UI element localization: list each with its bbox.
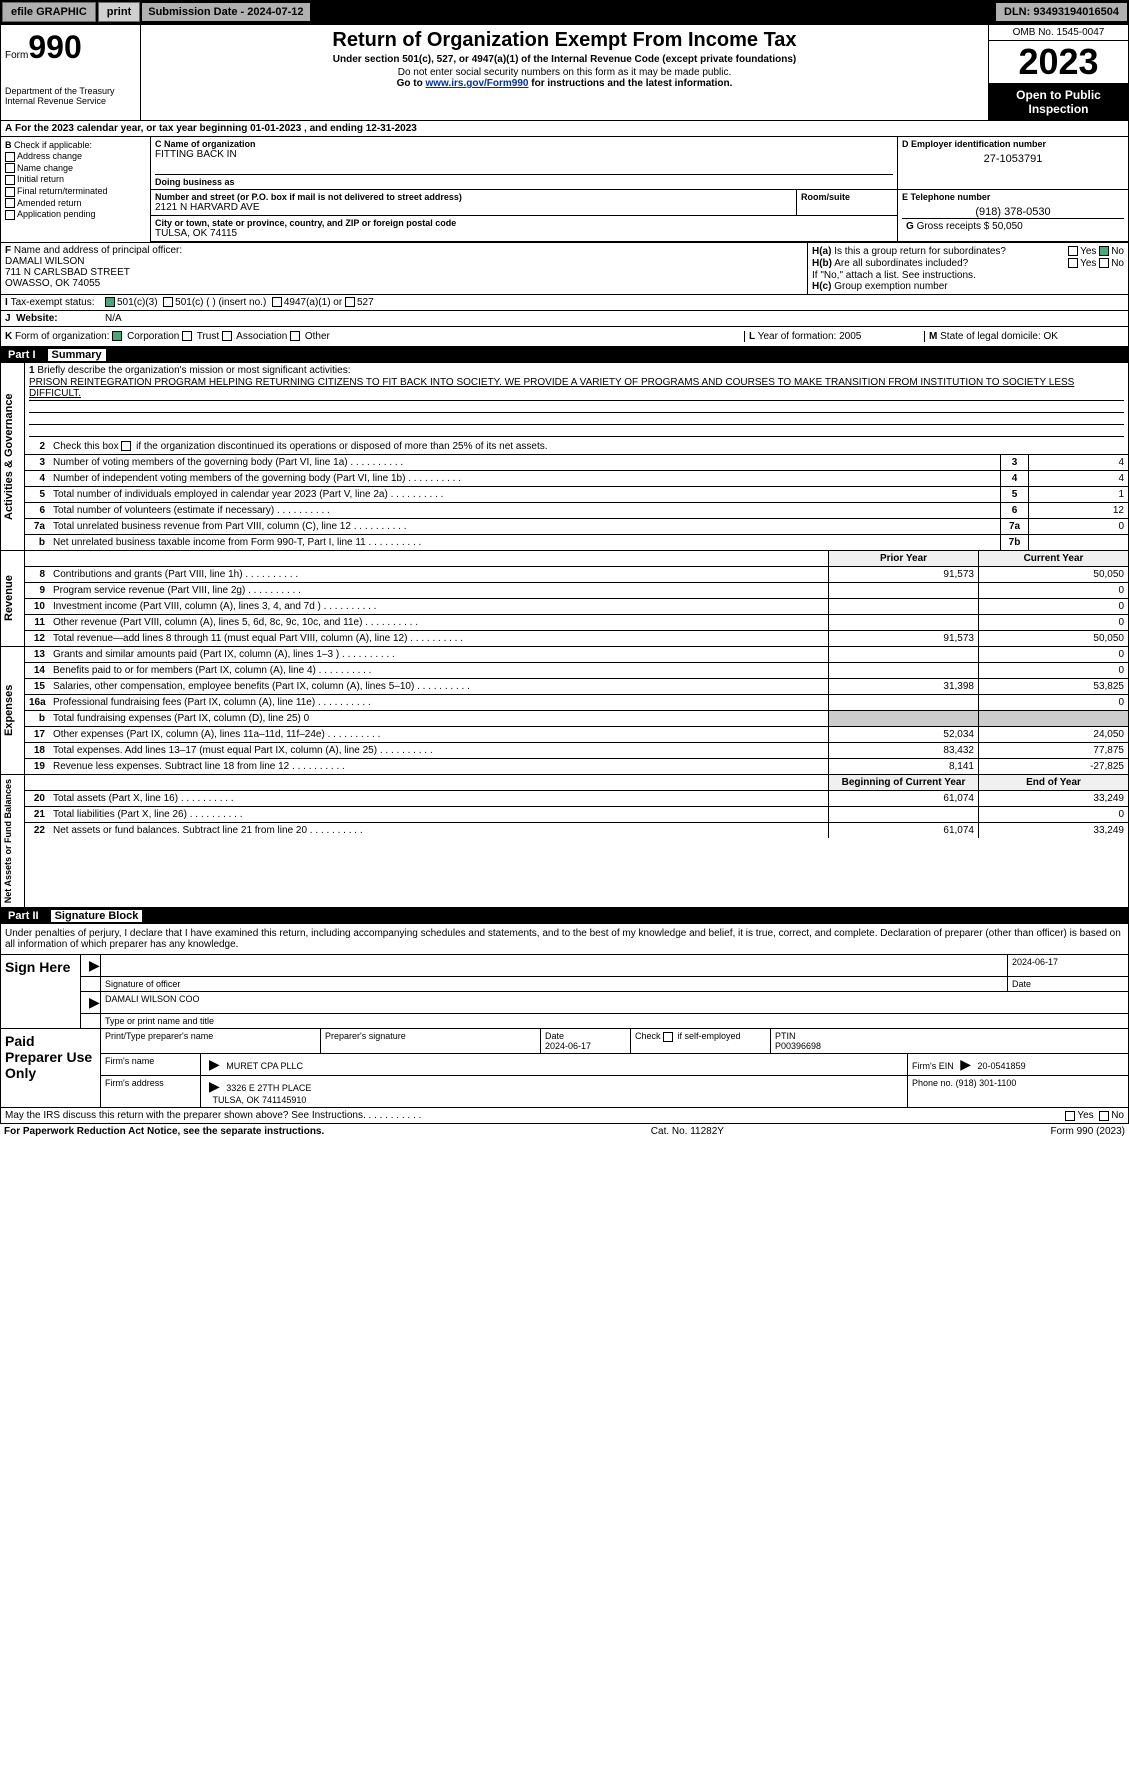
form-header: Form990 Department of the Treasury Inter… [0,24,1129,121]
line-17: 17 Other expenses (Part IX, column (A), … [25,727,1128,743]
form-title: Return of Organization Exempt From Incom… [145,29,984,52]
check-ha-yes[interactable] [1068,246,1078,256]
check-hb-yes[interactable] [1068,258,1078,268]
check-4947[interactable] [272,297,282,307]
form-label: Form [5,50,28,61]
line-9: 9 Program service revenue (Part VIII, li… [25,583,1128,599]
line-19: 19 Revenue less expenses. Subtract line … [25,759,1128,774]
section-expenses: Expenses [1,647,25,774]
check-ha-no[interactable] [1099,246,1109,256]
line-10: 10 Investment income (Part VIII, column … [25,599,1128,615]
line-7a: 7a Total unrelated business revenue from… [25,519,1128,535]
check-association[interactable] [222,331,232,341]
box-k-form-org: K Form of organization: Corporation Trus… [5,331,744,342]
box-f-officer: F Name and address of principal officer:… [1,243,808,294]
box-b: B Check if applicable: Address change Na… [1,137,151,242]
check-discuss-no[interactable] [1099,1111,1109,1121]
form-subtitle-2: Do not enter social security numbers on … [145,67,984,78]
line-20: 20 Total assets (Part X, line 16) 61,074… [25,791,1128,807]
omb-number: OMB No. 1545-0047 [989,25,1128,41]
check-amended-return[interactable] [5,198,15,208]
check-final-return[interactable] [5,187,15,197]
irs-link[interactable]: www.irs.gov/Form990 [425,78,528,89]
line-15: 15 Salaries, other compensation, employe… [25,679,1128,695]
check-501c[interactable] [163,297,173,307]
line-2: 2 Check this box if the organization dis… [25,439,1128,455]
paid-preparer-block: Paid Preparer Use Only Print/Type prepar… [0,1029,1129,1108]
check-initial-return[interactable] [5,175,15,185]
check-trust[interactable] [182,331,192,341]
topbar: efile GRAPHIC print Submission Date - 20… [0,0,1129,24]
box-i-status: I Tax-exempt status: 501(c)(3) 501(c) ( … [1,295,1128,311]
box-h: H(a) Is this a group return for subordin… [808,243,1128,294]
line-13: 13 Grants and similar amounts paid (Part… [25,647,1128,663]
line-22: 22 Net assets or fund balances. Subtract… [25,823,1128,838]
efile-button[interactable]: efile GRAPHIC [2,2,96,22]
check-527[interactable] [345,297,355,307]
revenue-header: Prior Year Current Year [25,551,1128,567]
check-address-change[interactable] [5,152,15,162]
form-subtitle-3: Go to www.irs.gov/Form990 for instructio… [145,78,984,89]
box-d-ein: D Employer identification number 27-1053… [898,137,1128,189]
check-name-change[interactable] [5,163,15,173]
part-2-header: Part II Signature Block [0,908,1129,924]
check-self-employed[interactable] [663,1032,673,1042]
box-c-city: City or town, state or province, country… [151,216,897,241]
line-b: b Total fundraising expenses (Part IX, c… [25,711,1128,727]
officer-name: DAMALI WILSON COO [101,992,1128,1013]
line-1-mission: 1 Briefly describe the organization's mi… [25,363,1128,439]
line-a: A For the 2023 calendar year, or tax yea… [0,121,1129,137]
tax-year: 2023 [989,41,1128,84]
arrow-icon: ▶ [956,1056,975,1072]
dln-label: DLN: 93493194016504 [996,3,1127,21]
box-c-name: C Name of organization FITTING BACK IN D… [151,137,898,189]
line-21: 21 Total liabilities (Part X, line 26) 0 [25,807,1128,823]
section-revenue: Revenue [1,551,25,646]
section-activities-governance: Activities & Governance [1,363,25,550]
net-header: Beginning of Current Year End of Year [25,775,1128,791]
check-line2[interactable] [121,441,131,451]
page-footer: For Paperwork Reduction Act Notice, see … [0,1124,1129,1139]
line-18: 18 Total expenses. Add lines 13–17 (must… [25,743,1128,759]
dept-label: Department of the Treasury Internal Reve… [5,86,136,106]
line-6: 6 Total number of volunteers (estimate i… [25,503,1128,519]
signature-intro: Under penalties of perjury, I declare th… [0,924,1129,955]
box-e-telephone: E Telephone number (918) 378-0530 [902,192,1124,218]
line-8: 8 Contributions and grants (Part VIII, l… [25,567,1128,583]
box-j-website: J Website: N/A [1,311,1128,326]
line-12: 12 Total revenue—add lines 8 through 11 … [25,631,1128,646]
arrow-icon: ▶ [205,1056,224,1072]
check-discuss-yes[interactable] [1065,1111,1075,1121]
arrow-icon: ▶ [205,1078,224,1094]
part-1-header: Part I Summary [0,347,1129,363]
form-subtitle-1: Under section 501(c), 527, or 4947(a)(1)… [145,54,984,65]
box-m-state: M State of legal domicile: OK [924,331,1124,342]
discuss-preparer: May the IRS discuss this return with the… [0,1108,1129,1124]
line-14: 14 Benefits paid to or for members (Part… [25,663,1128,679]
line-3: 3 Number of voting members of the govern… [25,455,1128,471]
box-g-receipts: G Gross receipts $ 50,050 [902,218,1124,234]
check-corporation[interactable] [112,331,122,341]
sign-here-block: Sign Here ▶ 2024-06-17 Signature of offi… [0,955,1129,1029]
submission-date-label: Submission Date - 2024-07-12 [142,3,309,21]
line-11: 11 Other revenue (Part VIII, column (A),… [25,615,1128,631]
check-application-pending[interactable] [5,210,15,220]
section-net-assets: Net Assets or Fund Balances [1,775,25,907]
line-16a: 16a Professional fundraising fees (Part … [25,695,1128,711]
line-b: b Net unrelated business taxable income … [25,535,1128,550]
print-button[interactable]: print [98,2,140,22]
line-5: 5 Total number of individuals employed i… [25,487,1128,503]
box-c-room: Room/suite [797,190,897,215]
check-other[interactable] [290,331,300,341]
box-c-street: Number and street (or P.O. box if mail i… [151,190,797,215]
check-hb-no[interactable] [1099,258,1109,268]
form-number: 990 [28,29,81,65]
check-501c3[interactable] [105,297,115,307]
inspection-label: Open to Public Inspection [989,84,1128,120]
line-4: 4 Number of independent voting members o… [25,471,1128,487]
box-l-year: L Year of formation: 2005 [744,331,924,342]
